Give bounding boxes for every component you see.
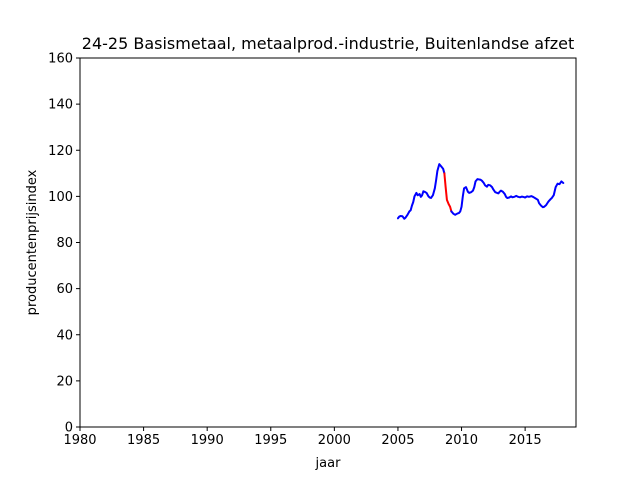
x-tick-label: 2015 <box>509 433 542 448</box>
x-tick-label: 2000 <box>318 433 351 448</box>
series-line-3 <box>450 178 565 216</box>
y-tick-label: 40 <box>56 328 73 343</box>
x-axis-ticks: 1980 1985 1990 1995 2000 2005 2010 2015 <box>63 427 542 448</box>
y-tick-label: 140 <box>48 98 73 113</box>
y-tick-label: 20 <box>56 374 73 389</box>
y-tick-label: 160 <box>48 52 73 67</box>
y-tick-label: 60 <box>56 282 73 297</box>
x-tick-label: 1980 <box>63 433 96 448</box>
x-tick-label: 2010 <box>445 433 478 448</box>
y-tick-label: 0 <box>65 421 73 436</box>
y-axis-ticks: 0 20 40 60 80 100 120 140 160 <box>48 52 80 436</box>
x-tick-label: 1985 <box>127 433 160 448</box>
x-tick-label: 1990 <box>191 433 224 448</box>
x-tick-label: 2005 <box>381 433 414 448</box>
chart-title: 24-25 Basismetaal, metaalprod.-industrie… <box>82 34 574 53</box>
y-tick-label: 80 <box>56 236 73 251</box>
y-tick-label: 100 <box>48 190 73 205</box>
y-tick-label: 120 <box>48 144 73 159</box>
x-tick-label: 1995 <box>254 433 287 448</box>
x-axis-title: jaar <box>315 456 342 471</box>
series-line-2 <box>443 172 453 213</box>
series-line-1 <box>396 163 446 220</box>
series-layer <box>396 163 565 220</box>
y-axis-title: producentenprijsindex <box>25 169 40 315</box>
